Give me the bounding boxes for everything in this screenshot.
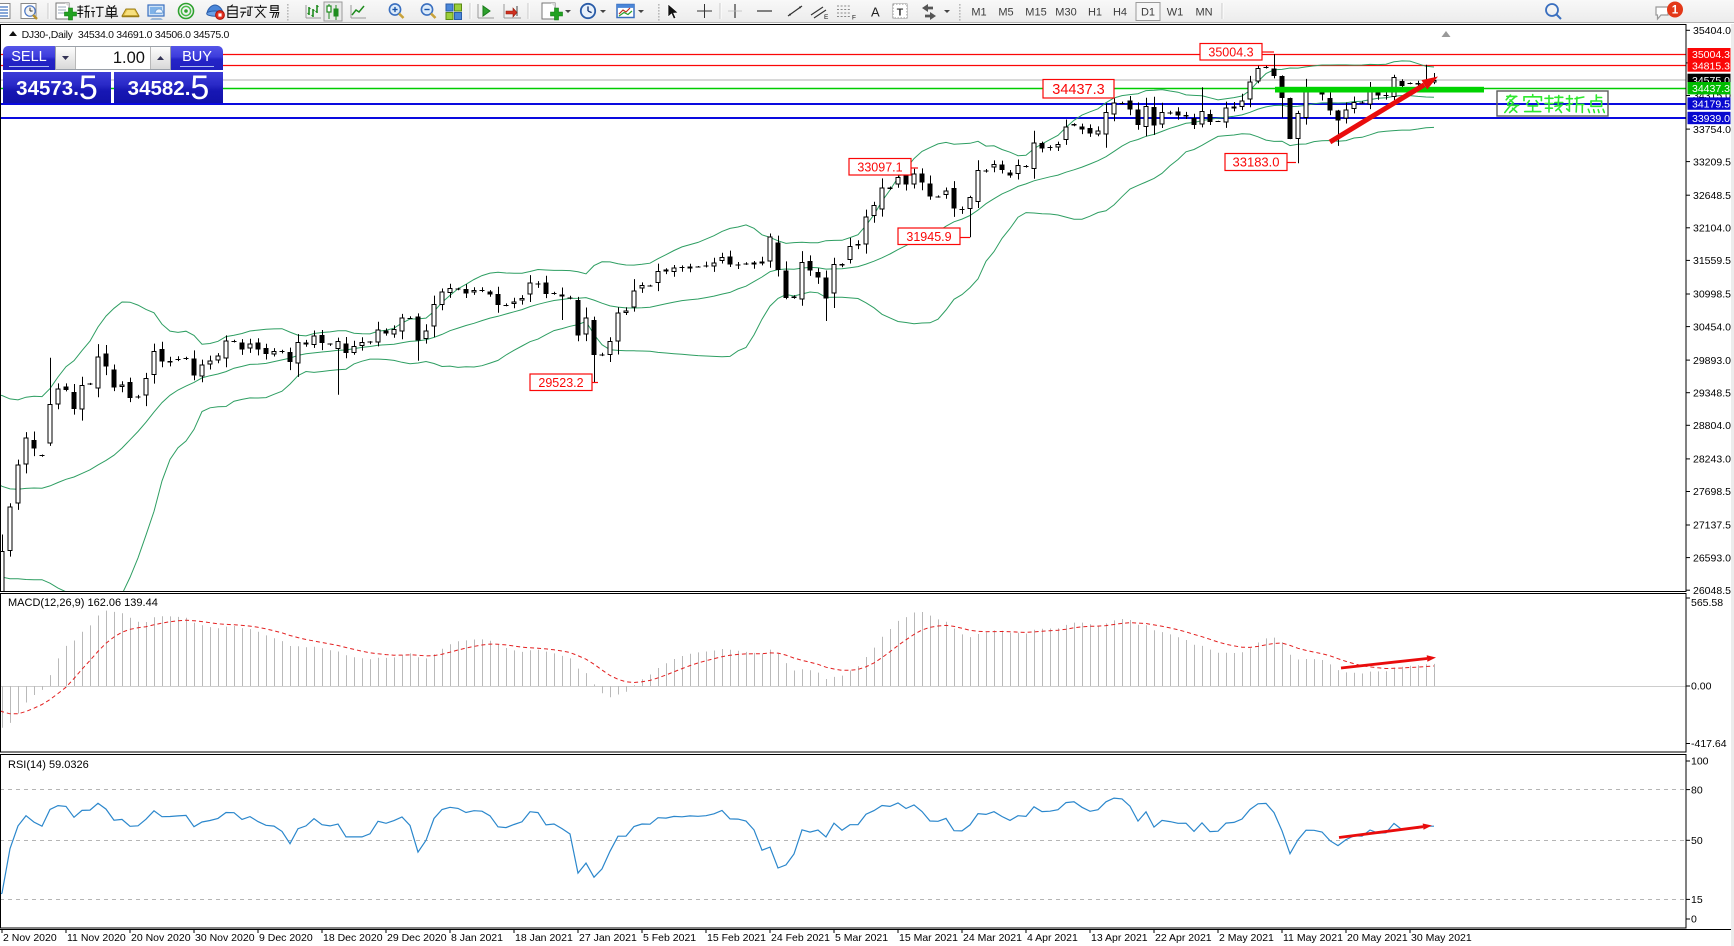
svg-text:26593.0: 26593.0: [1693, 552, 1731, 564]
svg-text:-417.64: -417.64: [1691, 738, 1727, 750]
svg-text:28804.0: 28804.0: [1693, 420, 1731, 432]
svg-text:29893.0: 29893.0: [1693, 355, 1731, 367]
svg-text:H4: H4: [1113, 7, 1127, 19]
svg-text:32104.0: 32104.0: [1693, 223, 1731, 235]
svg-text:33939.0: 33939.0: [1692, 113, 1730, 125]
svg-text:20 May 2021: 20 May 2021: [1347, 932, 1408, 944]
svg-text:22 Apr 2021: 22 Apr 2021: [1155, 932, 1212, 944]
svg-text:H1: H1: [1088, 7, 1102, 19]
svg-text:34179.5: 34179.5: [1692, 99, 1730, 111]
svg-text:30454.0: 30454.0: [1693, 321, 1731, 333]
svg-text:18 Jan 2021: 18 Jan 2021: [515, 932, 573, 944]
svg-text:M30: M30: [1055, 7, 1076, 19]
svg-text:11 Nov 2020: 11 Nov 2020: [67, 932, 126, 944]
svg-text:29523.2: 29523.2: [538, 376, 583, 390]
svg-text:T: T: [897, 7, 904, 19]
svg-text:28243.0: 28243.0: [1693, 454, 1731, 466]
svg-text:31945.9: 31945.9: [906, 230, 951, 244]
svg-text:9 Dec 2020: 9 Dec 2020: [259, 932, 313, 944]
svg-text:0: 0: [1691, 914, 1697, 926]
svg-text:35004.3: 35004.3: [1208, 45, 1253, 59]
svg-text:565.58: 565.58: [1691, 597, 1723, 609]
svg-text:W1: W1: [1167, 7, 1184, 19]
svg-text:29 Dec 2020: 29 Dec 2020: [387, 932, 447, 944]
svg-text:30 May 2021: 30 May 2021: [1411, 932, 1472, 944]
svg-text:24 Mar 2021: 24 Mar 2021: [963, 932, 1022, 944]
svg-text:15: 15: [1691, 894, 1703, 906]
svg-text:20 Nov 2020: 20 Nov 2020: [131, 932, 191, 944]
svg-text:80: 80: [1691, 784, 1703, 796]
svg-text:33183.0: 33183.0: [1233, 155, 1280, 170]
svg-text:1: 1: [1672, 5, 1679, 17]
svg-text:MACD(12,26,9) 162.06 139.44: MACD(12,26,9) 162.06 139.44: [8, 597, 158, 609]
svg-text:24 Feb 2021: 24 Feb 2021: [771, 932, 830, 944]
svg-text:34815.3: 34815.3: [1692, 60, 1730, 72]
svg-text:18 Dec 2020: 18 Dec 2020: [323, 932, 383, 944]
svg-text:5 Feb 2021: 5 Feb 2021: [643, 932, 696, 944]
svg-text:MN: MN: [1195, 7, 1212, 19]
svg-text:34437.3: 34437.3: [1052, 82, 1104, 98]
svg-text:13 Apr 2021: 13 Apr 2021: [1091, 932, 1148, 944]
svg-text:31559.5: 31559.5: [1693, 255, 1731, 267]
svg-text:A: A: [871, 5, 880, 20]
svg-text:F: F: [852, 15, 856, 22]
svg-text:2 May 2021: 2 May 2021: [1219, 932, 1274, 944]
svg-text:29348.5: 29348.5: [1693, 387, 1731, 399]
svg-text:26048.5: 26048.5: [1693, 585, 1731, 597]
svg-text:33209.5: 33209.5: [1693, 156, 1731, 168]
svg-text:15 Mar 2021: 15 Mar 2021: [899, 932, 958, 944]
svg-text:M15: M15: [1025, 7, 1046, 19]
svg-text:32648.5: 32648.5: [1693, 190, 1731, 202]
svg-text:33754.0: 33754.0: [1693, 124, 1731, 136]
svg-text:11 May 2021: 11 May 2021: [1283, 932, 1343, 944]
svg-text:100: 100: [1691, 756, 1709, 768]
svg-text:27 Jan 2021: 27 Jan 2021: [579, 932, 637, 944]
svg-text:2 Nov 2020: 2 Nov 2020: [3, 932, 57, 944]
svg-text:E: E: [824, 14, 829, 21]
svg-text:5 Mar 2021: 5 Mar 2021: [835, 932, 888, 944]
svg-text:27137.5: 27137.5: [1693, 520, 1731, 532]
svg-text:50: 50: [1691, 835, 1703, 847]
svg-text:D1: D1: [1141, 7, 1155, 19]
svg-text:35404.0: 35404.0: [1693, 25, 1731, 37]
svg-text:34437.3: 34437.3: [1692, 83, 1730, 95]
svg-text:27698.5: 27698.5: [1693, 486, 1731, 498]
svg-text:0.00: 0.00: [1691, 681, 1712, 693]
svg-text:M1: M1: [971, 7, 986, 19]
svg-text:RSI(14) 59.0326: RSI(14) 59.0326: [8, 759, 89, 771]
svg-text:30 Nov 2020: 30 Nov 2020: [195, 932, 255, 944]
svg-text:30998.5: 30998.5: [1693, 289, 1731, 301]
svg-text:4 Apr 2021: 4 Apr 2021: [1027, 932, 1078, 944]
svg-text:33097.1: 33097.1: [857, 160, 902, 174]
svg-text:15 Feb 2021: 15 Feb 2021: [707, 932, 766, 944]
svg-text:8 Jan 2021: 8 Jan 2021: [451, 932, 503, 944]
svg-text:35004.3: 35004.3: [1692, 49, 1730, 61]
svg-text:M5: M5: [998, 7, 1013, 19]
